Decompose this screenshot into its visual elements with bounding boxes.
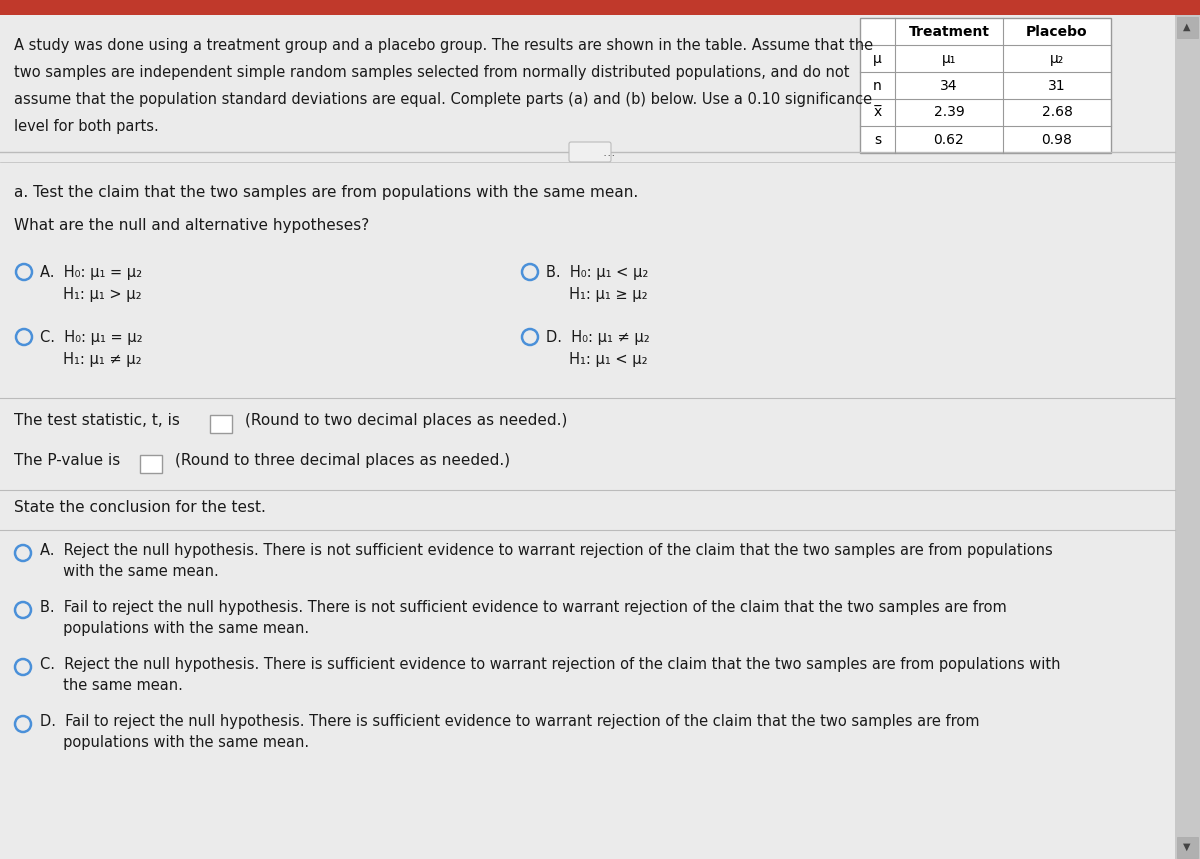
Text: μ₁: μ₁ (942, 52, 956, 65)
FancyBboxPatch shape (210, 415, 232, 433)
Text: Treatment: Treatment (908, 25, 990, 39)
Text: B.  H₀: μ₁ < μ₂: B. H₀: μ₁ < μ₂ (546, 265, 648, 280)
Text: State the conclusion for the test.: State the conclusion for the test. (14, 500, 266, 515)
Text: a. Test the claim that the two samples are from populations with the same mean.: a. Test the claim that the two samples a… (14, 185, 638, 200)
Text: A.  H₀: μ₁ = μ₂: A. H₀: μ₁ = μ₂ (40, 265, 142, 280)
Text: The test statistic, t, is: The test statistic, t, is (14, 413, 180, 428)
Text: The P-value is: The P-value is (14, 453, 120, 468)
Text: 34: 34 (941, 78, 958, 93)
Text: 2.68: 2.68 (1042, 106, 1073, 119)
Text: 2.39: 2.39 (934, 106, 965, 119)
Text: populations with the same mean.: populations with the same mean. (40, 621, 310, 636)
Text: populations with the same mean.: populations with the same mean. (40, 735, 310, 750)
Text: A study was done using a treatment group and a placebo group. The results are sh: A study was done using a treatment group… (14, 38, 874, 53)
Text: (Round to three decimal places as needed.): (Round to three decimal places as needed… (175, 453, 510, 468)
Text: level for both parts.: level for both parts. (14, 119, 158, 134)
Text: 0.62: 0.62 (934, 132, 965, 147)
Text: Placebo: Placebo (1026, 25, 1088, 39)
Text: H₁: μ₁ > μ₂: H₁: μ₁ > μ₂ (40, 287, 142, 302)
Text: n: n (874, 78, 882, 93)
Text: ▲: ▲ (1183, 22, 1190, 32)
Text: the same mean.: the same mean. (40, 678, 182, 693)
FancyBboxPatch shape (1177, 837, 1198, 858)
Text: C.  H₀: μ₁ = μ₂: C. H₀: μ₁ = μ₂ (40, 330, 143, 345)
Text: x̅: x̅ (874, 106, 882, 119)
Text: μ₂: μ₂ (1050, 52, 1064, 65)
Text: H₁: μ₁ < μ₂: H₁: μ₁ < μ₂ (546, 352, 648, 367)
Text: two samples are independent simple random samples selected from normally distrib: two samples are independent simple rando… (14, 65, 850, 80)
Text: C.  Reject the null hypothesis. There is sufficient evidence to warrant rejectio: C. Reject the null hypothesis. There is … (40, 657, 1061, 672)
FancyBboxPatch shape (0, 0, 1200, 15)
Text: D.  Fail to reject the null hypothesis. There is sufficient evidence to warrant : D. Fail to reject the null hypothesis. T… (40, 714, 979, 729)
Text: s: s (874, 132, 881, 147)
FancyBboxPatch shape (569, 142, 611, 162)
FancyBboxPatch shape (1175, 15, 1200, 859)
Text: with the same mean.: with the same mean. (40, 564, 218, 579)
Text: H₁: μ₁ ≠ μ₂: H₁: μ₁ ≠ μ₂ (40, 352, 142, 367)
FancyBboxPatch shape (0, 15, 1175, 859)
FancyBboxPatch shape (140, 455, 162, 473)
Text: 0.98: 0.98 (1042, 132, 1073, 147)
Text: ▼: ▼ (1183, 842, 1190, 852)
Text: What are the null and alternative hypotheses?: What are the null and alternative hypoth… (14, 218, 370, 233)
Text: D.  H₀: μ₁ ≠ μ₂: D. H₀: μ₁ ≠ μ₂ (546, 330, 649, 345)
FancyBboxPatch shape (1177, 17, 1198, 38)
Text: 31: 31 (1048, 78, 1066, 93)
Text: A.  Reject the null hypothesis. There is not sufficient evidence to warrant reje: A. Reject the null hypothesis. There is … (40, 543, 1052, 558)
Text: H₁: μ₁ ≥ μ₂: H₁: μ₁ ≥ μ₂ (546, 287, 648, 302)
Text: B.  Fail to reject the null hypothesis. There is not sufficient evidence to warr: B. Fail to reject the null hypothesis. T… (40, 600, 1007, 615)
Text: (Round to two decimal places as needed.): (Round to two decimal places as needed.) (245, 413, 568, 428)
FancyBboxPatch shape (860, 18, 1111, 153)
Text: …: … (602, 145, 616, 159)
Text: μ: μ (874, 52, 882, 65)
Text: assume that the population standard deviations are equal. Complete parts (a) and: assume that the population standard devi… (14, 92, 872, 107)
